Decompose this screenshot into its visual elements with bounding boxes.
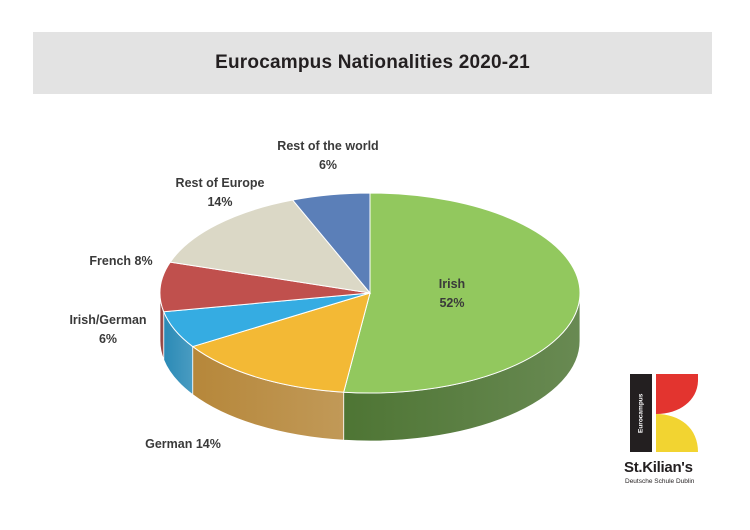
chart-title-bar: Eurocampus Nationalities 2020-21 <box>33 32 712 94</box>
slice-french <box>159 261 371 313</box>
label-irish: Irish 52% <box>439 277 465 310</box>
label-french: French 8% <box>89 254 152 268</box>
chart-title: Eurocampus Nationalities 2020-21 <box>215 52 530 73</box>
label-irish-german: Irish/German 6% <box>69 313 146 346</box>
label-rest-of-europe: Rest of Europe 14% <box>176 176 265 209</box>
logo-k-shape <box>656 374 698 452</box>
label-irish-name: Irish <box>439 277 465 291</box>
logo-yellow-shape <box>656 414 698 452</box>
logo-subtitle: Deutsche Schule Dublin <box>625 478 695 485</box>
slice-rest-of-the-world <box>291 192 371 295</box>
pie-tops <box>159 192 581 394</box>
label-german: German 14% <box>145 437 221 451</box>
label-rest-of-europe-value: 14% <box>207 195 232 209</box>
label-irish-german-name: Irish/German <box>69 313 146 327</box>
slice-german <box>191 292 371 393</box>
slice-irish <box>343 192 581 394</box>
logo-name: St.Kilian's <box>624 459 693 476</box>
label-irish-german-value: 6% <box>99 332 117 346</box>
logo-red-shape <box>656 374 698 414</box>
label-rest-of-europe-name: Rest of Europe <box>176 176 265 190</box>
label-rest-of-world-value: 6% <box>319 158 337 172</box>
st-kilians-logo: Eurocampus St.Kilian's Deutsche Schule D… <box>618 370 714 492</box>
logo-bar: Eurocampus <box>630 374 652 452</box>
slice-rest-of-europe <box>169 199 372 294</box>
label-irish-value: 52% <box>439 296 464 310</box>
label-rest-of-world: Rest of the world 6% <box>277 139 378 172</box>
label-rest-of-world-name: Rest of the world <box>277 139 378 153</box>
